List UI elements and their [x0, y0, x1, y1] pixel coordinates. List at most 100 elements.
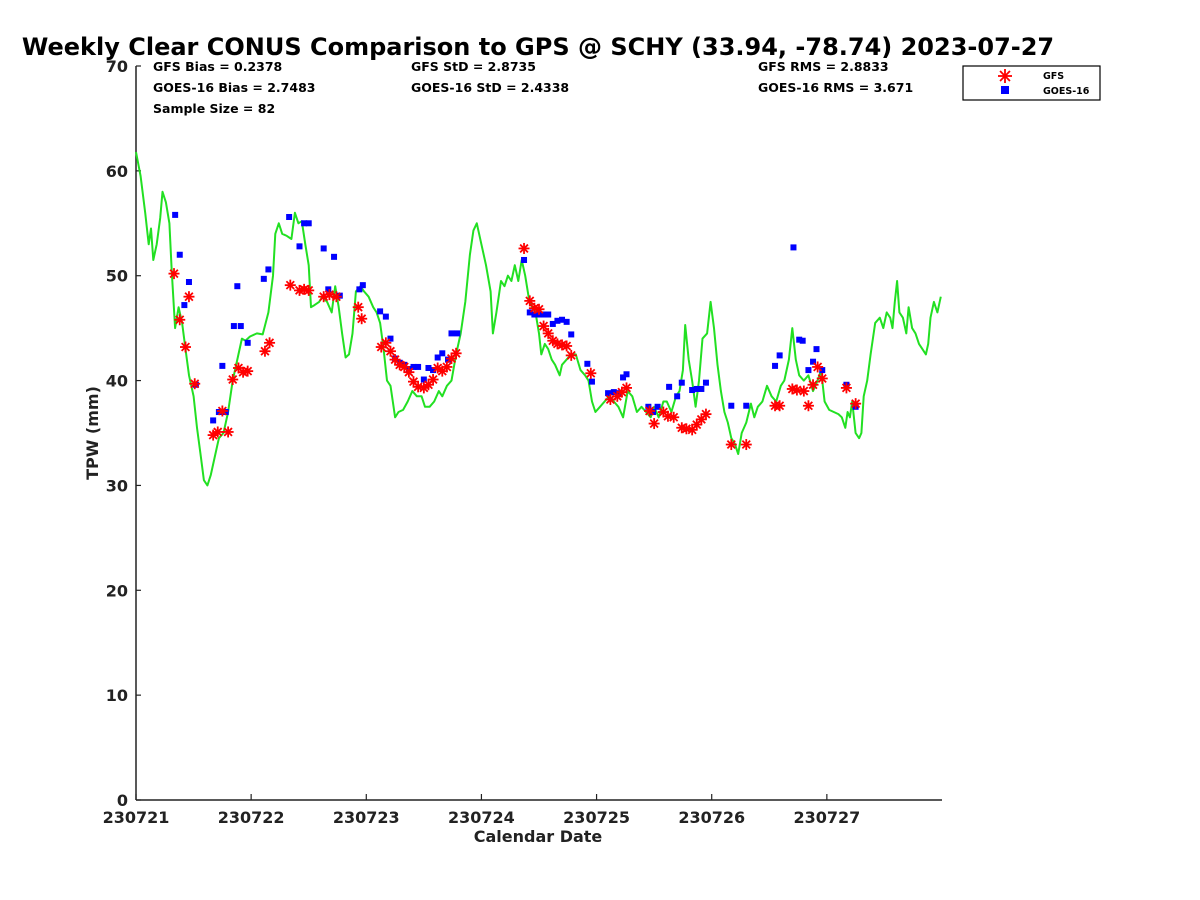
y-axis-label: TPW (mm): [83, 386, 102, 480]
gfs-point: [565, 349, 577, 361]
goes-16-point: [796, 336, 803, 343]
gfs-point: [303, 284, 315, 296]
goes-16-point: [693, 385, 700, 392]
goes-16-point: [772, 362, 779, 369]
goes-16-point: [387, 335, 394, 342]
goes-16-point: [356, 286, 363, 293]
goes-16-point: [526, 309, 533, 316]
goes-16-point: [434, 354, 441, 361]
x-tick-label: 230723: [333, 808, 400, 827]
gfs-point: [183, 291, 195, 303]
gfs-point: [524, 295, 536, 307]
goes-16-point: [301, 220, 308, 227]
goes-16-point: [568, 331, 575, 338]
gfs-point: [264, 337, 276, 349]
stat-gfs-std: GFS StD = 2.8735: [411, 59, 536, 74]
gfs-point: [403, 366, 415, 378]
x-axis-label: Calendar Date: [474, 827, 603, 846]
goes-16-point: [666, 383, 673, 390]
gfs-point: [212, 426, 224, 438]
goes-16-point: [359, 282, 366, 289]
goes-16-point: [605, 390, 612, 397]
goes-16-point: [265, 266, 272, 273]
goes-16-point: [286, 213, 293, 220]
goes-16-point: [554, 317, 561, 324]
goes-16-point: [521, 256, 528, 263]
gfs-point: [644, 405, 656, 417]
goes-16-marker-layer: [172, 211, 859, 424]
x-tick-label: 230725: [563, 808, 630, 827]
gfs-point: [450, 347, 462, 359]
gfs-point: [725, 439, 737, 451]
goes-16-point: [222, 409, 229, 416]
gfs-point: [700, 408, 712, 420]
goes-16-point: [615, 390, 622, 397]
goes-16-point: [674, 393, 681, 400]
gfs-point: [850, 398, 862, 410]
x-tick-label: 230726: [678, 808, 745, 827]
goes-16-point: [336, 292, 343, 299]
goes-16-point: [584, 360, 591, 367]
gfs-point: [561, 340, 573, 352]
goes-16-point: [649, 409, 656, 416]
goes-16-point: [260, 275, 267, 282]
gfs-point: [533, 303, 545, 315]
chart-title: Weekly Clear CONUS Comparison to GPS @ S…: [22, 33, 1054, 61]
goes-16-point: [790, 244, 797, 251]
legend: GFS GOES-16: [962, 65, 1101, 101]
goes-16-point: [559, 316, 566, 323]
goes-16-point: [237, 323, 244, 330]
legend-gfs-marker: [998, 69, 1012, 83]
goes-16-point: [799, 337, 806, 344]
goes-16-point: [181, 302, 188, 309]
gfs-point: [427, 374, 439, 386]
gfs-marker-layer: [168, 242, 862, 451]
goes-16-point: [320, 245, 327, 252]
goes-16-point: [382, 313, 389, 320]
gfs-point: [222, 426, 234, 438]
goes-16-point: [176, 251, 183, 258]
goes-16-point: [185, 279, 192, 286]
gfs-point: [518, 242, 530, 254]
goes-16-point: [448, 330, 455, 337]
gfs-point: [585, 367, 597, 379]
goes-16-point: [819, 367, 826, 374]
goes-16-point: [728, 402, 735, 409]
statistics-block: GFS Bias = 0.2378 GFS StD = 2.8735 GFS R…: [153, 59, 913, 116]
gfs-point: [812, 361, 824, 373]
goes-16-point: [620, 374, 627, 381]
gfs-point: [798, 385, 810, 397]
goes-16-point: [296, 243, 303, 250]
goes-16-point: [702, 379, 709, 386]
legend-goes-marker: [1001, 86, 1009, 94]
goes-16-point: [244, 339, 251, 346]
goes-16-point: [689, 387, 696, 394]
gfs-point: [330, 291, 342, 303]
gfs-point: [174, 314, 186, 326]
legend-goes-label: GOES-16: [1043, 86, 1090, 97]
x-tick-label: 230727: [793, 808, 860, 827]
gfs-point: [774, 400, 786, 412]
goes-16-point: [645, 403, 652, 410]
gfs-point: [380, 337, 392, 349]
goes-16-point: [445, 356, 452, 363]
goes-16-point: [219, 362, 226, 369]
gfs-point: [242, 365, 254, 377]
y-axis-ticks: 0 10 20 30 40 50 60 70: [106, 57, 141, 810]
goes-16-point: [540, 311, 547, 318]
y-tick-label: 10: [106, 686, 128, 705]
goes-16-point: [588, 378, 595, 385]
gfs-point: [422, 379, 434, 391]
gfs-point: [180, 341, 192, 353]
goes-16-point: [743, 402, 750, 409]
goes-16-point: [377, 308, 384, 315]
gfs-point: [740, 439, 752, 451]
gfs-point: [791, 384, 803, 396]
gfs-point: [189, 378, 201, 390]
goes-16-point: [305, 220, 312, 227]
goes-16-point: [654, 403, 661, 410]
goes-16-point: [410, 363, 417, 370]
gfs-point: [816, 372, 828, 384]
